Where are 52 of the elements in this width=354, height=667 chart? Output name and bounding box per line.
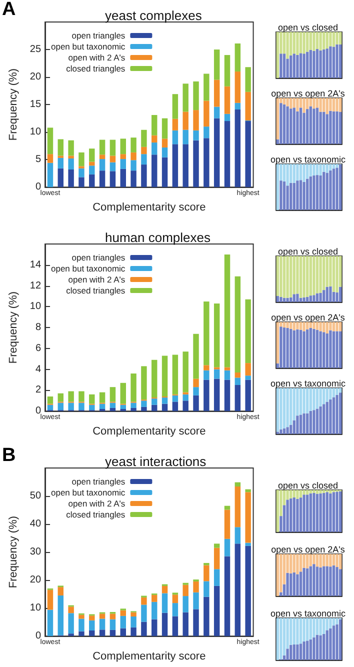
y-tick-label: 25 — [30, 44, 42, 56]
y-tick-label: 6 — [35, 342, 42, 354]
chart-title: open vs open 2A's — [271, 544, 346, 554]
y-axis-title: Frequency (%) — [8, 516, 20, 588]
y-axis-title: Frequency (%) — [8, 68, 20, 141]
y-tick-label: 0 — [35, 630, 42, 642]
text: A — [2, 0, 16, 20]
text: B — [2, 445, 16, 466]
legend-label: open but taxonomic — [50, 264, 126, 274]
chart-title: open vs open 2A's — [271, 312, 346, 322]
y-tick-label: 50 — [30, 490, 42, 502]
y-tick-label: 20 — [30, 72, 42, 83]
chart-title: yeast complexes — [105, 8, 202, 23]
y-tick-label: 4 — [35, 364, 42, 375]
chart-title: open vs closed — [278, 480, 338, 490]
legend-label: open but taxonomic — [50, 42, 126, 52]
chart-title: human complexes — [105, 230, 211, 245]
legend-label: open with 2 A's — [68, 498, 126, 508]
chart-title: open vs closed — [278, 246, 338, 256]
y-tick-label: 0 — [35, 182, 42, 193]
y-tick-label: 10 — [30, 301, 42, 312]
y-tick-label: 30 — [30, 546, 42, 558]
chart-title: open vs taxonomic — [270, 154, 346, 164]
y-tick-label: 5 — [35, 154, 42, 166]
x-axis-title: Complementarity score — [92, 202, 206, 214]
legend-label: closed triangles — [66, 510, 126, 520]
legend-label: closed triangles — [66, 64, 126, 74]
legend-label: open triangles — [72, 476, 126, 486]
y-tick-label: 15 — [30, 99, 42, 110]
legend-label: closed triangles — [66, 286, 126, 296]
chart-title: open vs taxonomic — [270, 608, 346, 618]
y-tick-label: 20 — [30, 574, 42, 586]
legend-label: open but taxonomic — [50, 488, 126, 498]
y-tick-label: 10 — [30, 602, 42, 614]
chart-title: yeast interactions — [105, 454, 207, 469]
y-tick-label: 40 — [30, 518, 42, 530]
legend-label: open with 2 A's — [68, 274, 126, 284]
y-tick-label: 10 — [30, 126, 42, 138]
x-axis-title: Complementarity score — [92, 650, 206, 662]
y-tick-label: 0 — [35, 406, 42, 417]
chart-title: open vs open 2A's — [271, 88, 346, 98]
legend-label: open triangles — [72, 252, 126, 262]
y-tick-label: 2 — [35, 384, 42, 396]
legend-label: open with 2 A's — [68, 52, 126, 62]
chart-title: open vs closed — [278, 22, 338, 32]
y-tick-label: 14 — [30, 259, 42, 270]
chart-title: open vs taxonomic — [270, 378, 346, 388]
y-tick-label: 12 — [30, 280, 42, 292]
y-axis-title: Frequency (%) — [8, 291, 20, 364]
legend-label: open triangles — [72, 30, 126, 40]
y-tick-label: 8 — [35, 322, 42, 334]
x-axis-title: Complementarity score — [92, 426, 206, 438]
